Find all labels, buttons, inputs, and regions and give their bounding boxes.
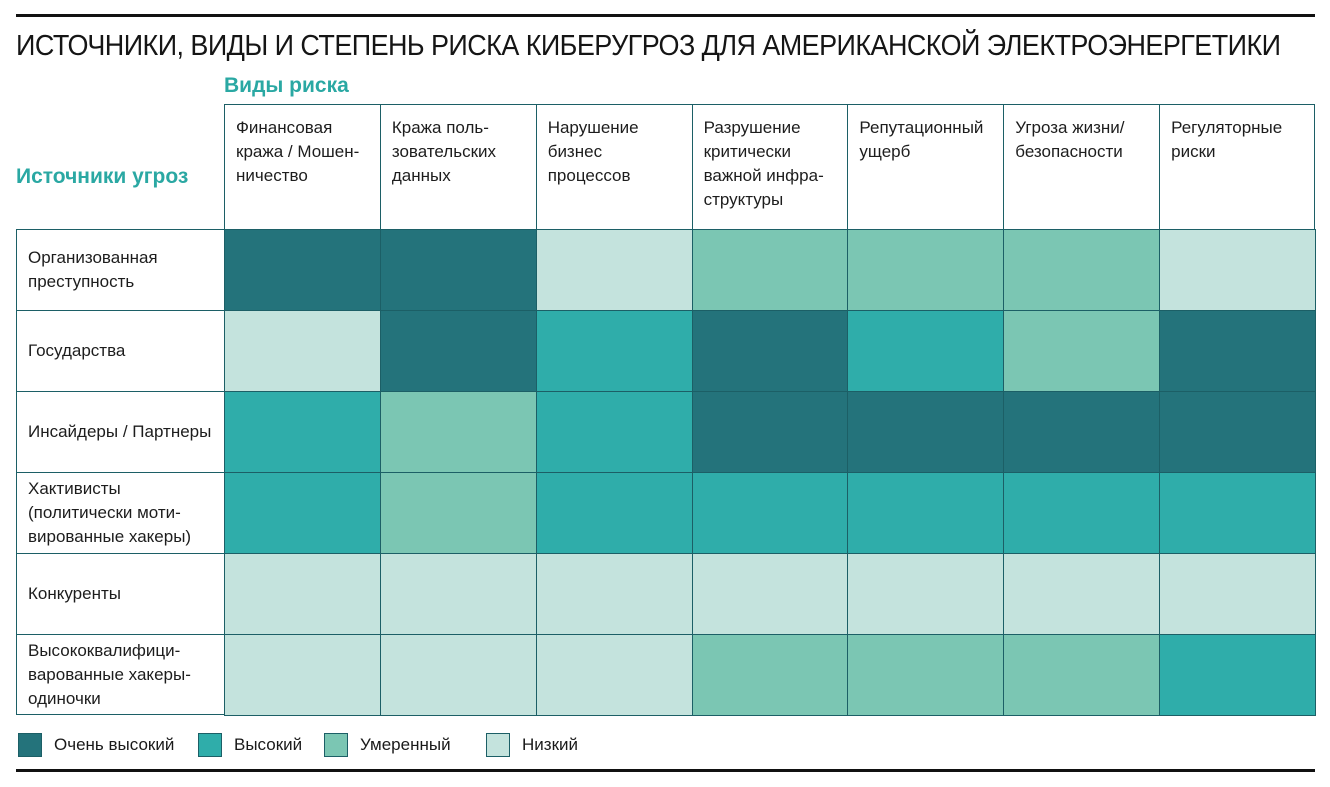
- legend-item: Очень высокий: [18, 733, 174, 757]
- heatmap-cell: [1159, 229, 1316, 311]
- row-header: Инсайдеры / Партнеры: [16, 391, 224, 472]
- row-header: Хактивисты (политически моти-вированные …: [16, 472, 224, 553]
- legend-label: Низкий: [522, 735, 578, 754]
- heatmap-cell: [1003, 310, 1161, 392]
- heatmap-cell: [1003, 472, 1161, 554]
- legend-label: Высокий: [234, 735, 303, 754]
- heatmap-cell: [224, 391, 381, 473]
- legend-swatch: [18, 733, 42, 757]
- legend-label: Умеренный: [360, 735, 451, 754]
- heatmap-cell: [1159, 634, 1316, 716]
- heatmap-cell: [224, 553, 381, 635]
- heatmap-cell: [691, 553, 849, 635]
- row-header: Государства: [16, 310, 224, 391]
- heatmap-cell: [691, 391, 849, 473]
- heatmap-cell: [224, 634, 381, 716]
- legend-swatch: [324, 733, 348, 757]
- column-header: Финансовая кража / Мошен-ничество: [224, 104, 380, 229]
- legend-swatch: [486, 733, 510, 757]
- x-axis-label: Виды риска: [224, 74, 349, 97]
- bottom-rule: [16, 769, 1315, 772]
- heatmap-cell: [535, 310, 693, 392]
- heatmap-cell: [691, 472, 849, 554]
- heatmap-cell: [379, 634, 537, 716]
- heatmap-cell: [535, 472, 693, 554]
- heatmap-cell: [1003, 229, 1161, 311]
- heatmap-cell: [691, 229, 849, 311]
- chart-title: ИСТОЧНИКИ, ВИДЫ И СТЕПЕНЬ РИСКА КИБЕРУГР…: [16, 30, 1281, 62]
- heatmap-cell: [847, 229, 1005, 311]
- legend-item: Низкий: [486, 733, 578, 757]
- heatmap-cell: [1159, 553, 1316, 635]
- heatmap-cell: [535, 229, 693, 311]
- legend-item: Умеренный: [324, 733, 451, 757]
- column-header: Репутационный ущерб: [847, 104, 1004, 229]
- heatmap-cell: [847, 634, 1005, 716]
- row-header: Высококвалифици-варованные хакеры-одиноч…: [16, 634, 224, 715]
- heatmap-cell: [1159, 310, 1316, 392]
- heatmap-cell: [1159, 391, 1316, 473]
- top-rule: [16, 14, 1315, 17]
- heatmap-cell: [1003, 391, 1161, 473]
- heatmap-cell: [847, 553, 1005, 635]
- heatmap-cell: [1003, 634, 1161, 716]
- legend-swatch: [198, 733, 222, 757]
- heatmap-cell: [847, 391, 1005, 473]
- heatmap-cell: [224, 229, 381, 311]
- heatmap-cell: [691, 634, 849, 716]
- heatmap-cell: [847, 472, 1005, 554]
- heatmap-cell: [847, 310, 1005, 392]
- legend-label: Очень высокий: [54, 735, 175, 754]
- heatmap-cell: [691, 310, 849, 392]
- column-header: Кража поль-зовательских данных: [379, 104, 536, 229]
- heatmap-cell: [224, 472, 381, 554]
- heatmap-cell: [1003, 553, 1161, 635]
- heatmap-cell: [535, 391, 693, 473]
- column-header: Нарушение бизнес процессов: [535, 104, 692, 229]
- heatmap-cell: [224, 310, 381, 392]
- heatmap-cell: [379, 229, 537, 311]
- legend-item: Высокий: [198, 733, 302, 757]
- heatmap-cell: [535, 634, 693, 716]
- column-header: Разрушение критически важной инфра-струк…: [691, 104, 848, 229]
- row-header: Организованная преступность: [16, 229, 224, 310]
- heatmap-cell: [379, 391, 537, 473]
- column-header: Угроза жизни/ безопасности: [1003, 104, 1160, 229]
- heatmap-cell: [535, 553, 693, 635]
- heatmap-cell: [1159, 472, 1316, 554]
- column-header: Регуляторные риски: [1159, 104, 1315, 229]
- heatmap-cell: [379, 310, 537, 392]
- heatmap-cell: [379, 553, 537, 635]
- heatmap-cell: [379, 472, 537, 554]
- y-axis-label: Источники угроз: [16, 165, 189, 188]
- row-header: Конкуренты: [16, 553, 224, 634]
